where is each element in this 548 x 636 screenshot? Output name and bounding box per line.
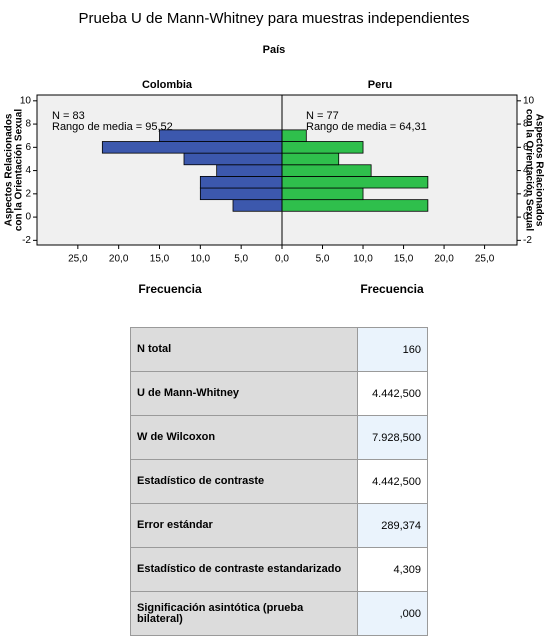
bar [159, 129, 283, 142]
row-value: 7.928,500 [357, 415, 428, 460]
bar [216, 164, 283, 177]
y-tick-label: 0 [25, 212, 31, 223]
x-tick-label: 5,0 [234, 254, 248, 265]
row-label: N total [130, 327, 358, 372]
table-row: Significación asintótica (prueba bilater… [130, 591, 428, 636]
row-value: 4.442,500 [357, 459, 428, 504]
y-tick-label: 6 [25, 142, 31, 153]
table-row: W de Wilcoxon 7.928,500 [130, 415, 428, 460]
row-label: Significación asintótica (prueba bilater… [130, 591, 358, 636]
annotation: Rango de media = 95,52 [52, 121, 173, 133]
bar [199, 187, 283, 201]
row-label: Estadístico de contraste [130, 459, 358, 504]
bar [281, 187, 364, 201]
panel-title: Colombia [142, 79, 193, 91]
bar [281, 175, 429, 189]
y-tick-label: 4 [25, 165, 31, 176]
row-value: ,000 [357, 591, 428, 636]
y-tick-label: 8 [523, 119, 529, 130]
chart: Prueba U de Mann-Whitney para muestras i… [4, 10, 545, 296]
x-tick-label: 25,0 [68, 254, 88, 265]
row-value: 160 [357, 327, 428, 372]
bar [232, 199, 283, 212]
bar [281, 164, 372, 177]
y-tick-label: 10 [20, 95, 32, 106]
x-tick-label: 20,0 [434, 254, 454, 265]
y-tick-label: -2 [22, 235, 31, 246]
y-tick-label: 6 [523, 142, 529, 153]
y-tick-label: 4 [523, 165, 529, 176]
x-axis-label: Frecuencia [138, 282, 202, 296]
x-tick-label: 15,0 [150, 254, 170, 265]
bar [101, 141, 283, 154]
x-tick-label: 15,0 [394, 254, 414, 265]
y-axis-label-line: con la Orientación Sexual [523, 109, 534, 231]
y-axis-label-line: Aspectos Relacionados [533, 114, 544, 227]
y-tick-label: 10 [523, 95, 535, 106]
y-tick-label: 2 [523, 188, 529, 199]
chart-title: Prueba U de Mann-Whitney para muestras i… [78, 10, 469, 27]
y-axis-label-line: Aspectos Relacionados [4, 113, 15, 226]
table-row: Estadístico de contraste estandarizado 4,… [130, 547, 428, 592]
x-tick-label: 10,0 [191, 254, 211, 265]
x-tick-label: 20,0 [109, 254, 129, 265]
table-row: U de Mann-Whitney 4.442,500 [130, 371, 428, 416]
row-label: Error estándar [130, 503, 358, 548]
bar [281, 141, 364, 154]
chart-subtitle: País [263, 44, 286, 56]
y-tick-label: 2 [25, 188, 31, 199]
y-tick-label: -2 [523, 235, 532, 246]
table-row: N total 160 [130, 327, 428, 372]
x-axis-label: Frecuencia [360, 282, 424, 296]
bar [199, 175, 283, 189]
table-row: Estadístico de contraste 4.442,500 [130, 459, 428, 504]
x-tick-label: 25,0 [475, 254, 495, 265]
row-label: U de Mann-Whitney [130, 371, 358, 416]
x-tick-label: 10,0 [353, 254, 373, 265]
y-tick-label: 0 [523, 212, 529, 223]
stats-table: N total 160 U de Mann-Whitney 4.442,500 W de… [130, 327, 428, 636]
bar [281, 199, 429, 212]
y-tick-label: 8 [25, 119, 31, 130]
row-value: 4,309 [357, 547, 428, 592]
x-tick-label: 0,0 [275, 254, 289, 265]
bar [281, 152, 340, 166]
x-tick-label: 5,0 [316, 254, 330, 265]
annotation: Rango de media = 64,31 [306, 121, 427, 133]
row-value: 289,374 [357, 503, 428, 548]
row-label: W de Wilcoxon [130, 415, 358, 460]
table-row: Error estándar 289,374 [130, 503, 428, 548]
annotation: N = 77 [306, 110, 339, 122]
row-label: Estadístico de contraste estandarizado [130, 547, 358, 592]
bar [281, 129, 307, 142]
panel-title: Peru [368, 79, 392, 91]
annotation: N = 83 [52, 110, 85, 122]
row-value: 4.442,500 [357, 371, 428, 416]
bar [183, 152, 283, 166]
y-axis-label-line: con la Orientación Sexual [14, 109, 25, 231]
